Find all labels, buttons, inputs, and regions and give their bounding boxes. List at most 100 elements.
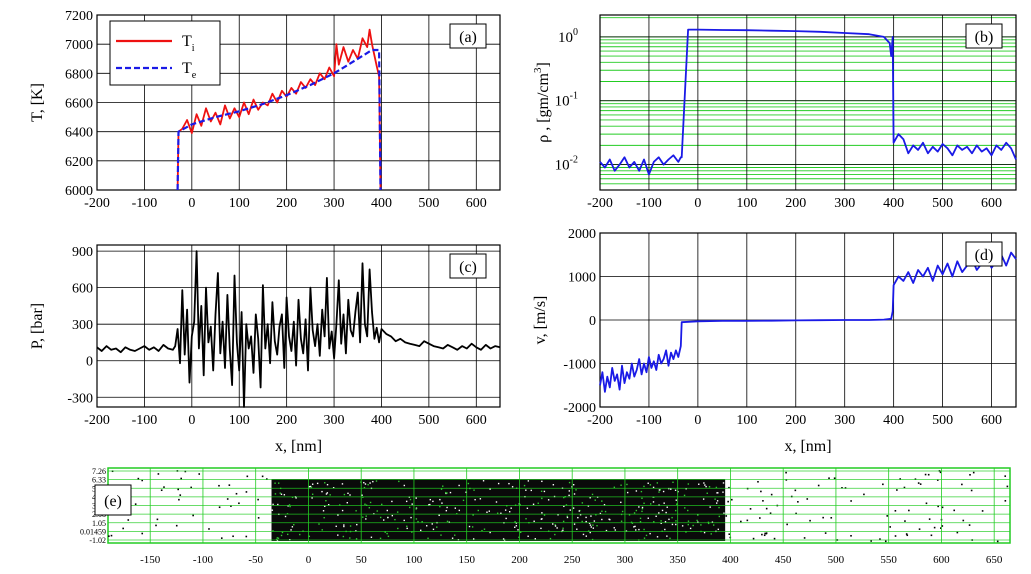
- slab-speck: [569, 509, 571, 511]
- slab-speck: [308, 485, 311, 488]
- atom-dots: [108, 470, 1009, 543]
- slab-speck: [670, 488, 672, 490]
- atom-dot: [863, 493, 865, 496]
- slab-speck: [488, 510, 490, 512]
- slab-speck: [562, 529, 564, 531]
- slab-speck: [532, 503, 535, 505]
- slab-speck: [497, 482, 500, 485]
- slab-speck: [502, 538, 505, 540]
- slab-speck: [601, 518, 603, 521]
- slab-speck: [705, 485, 707, 488]
- panel-label: (b): [975, 29, 994, 46]
- slab-speck: [500, 512, 502, 515]
- slab-speck: [274, 493, 277, 495]
- series-group: [599, 28, 1017, 176]
- atom-dot: [155, 524, 157, 527]
- slab-speck: [379, 516, 382, 519]
- slab-speck: [387, 535, 390, 538]
- slab-speck: [482, 480, 485, 482]
- atom-dot: [917, 482, 920, 484]
- atom-dot: [1004, 500, 1007, 502]
- atom-dot: [794, 489, 797, 492]
- x-tick-label: 400: [883, 196, 904, 211]
- snapshot-x-tick-label: 150: [458, 554, 475, 566]
- atom-dot: [850, 500, 852, 502]
- slab-speck: [573, 493, 576, 495]
- x-tick-label: 200: [785, 413, 806, 428]
- slab-speck: [508, 482, 510, 485]
- slab-speck: [541, 497, 543, 500]
- slab-speck: [557, 514, 559, 516]
- x-tick-label: 500: [932, 196, 953, 211]
- atom-dot: [141, 532, 144, 535]
- slab-speck: [568, 481, 571, 484]
- snapshot-x-tick-label: 450: [775, 554, 792, 566]
- slab-speck: [687, 483, 690, 485]
- atom-dot: [899, 478, 901, 480]
- x-tick-label: 600: [981, 413, 1002, 428]
- slab-speck: [666, 535, 668, 537]
- atom-dot: [725, 515, 728, 517]
- panel-d-velocity: -200 -100 0 100 200 300 400 500 600-2000-1000010…: [532, 227, 1017, 455]
- slab-speck: [534, 538, 537, 540]
- slab-speck: [645, 534, 648, 537]
- slab-speck: [698, 483, 700, 485]
- atom-dot: [981, 510, 984, 512]
- slab-speck: [585, 520, 587, 523]
- slab-speck: [321, 490, 323, 493]
- y-tick-label: 100: [558, 27, 578, 46]
- slab-speck: [387, 516, 389, 519]
- atom-dot: [996, 540, 999, 543]
- slab-speck: [630, 521, 633, 523]
- y-tick-label: 6800: [65, 67, 93, 82]
- slab-speck: [588, 522, 591, 524]
- atom-dot: [763, 534, 766, 537]
- slab-speck: [473, 489, 475, 491]
- slab-speck: [288, 504, 291, 506]
- slab-speck: [572, 484, 575, 486]
- slab-speck: [554, 533, 556, 536]
- slab-speck: [638, 506, 640, 508]
- atom-dot: [218, 506, 221, 509]
- panel-c-pressure: -200 -100 0 100 200 300 400 500 600 -300 0 300 600 90…: [29, 244, 501, 455]
- slab-speck: [411, 531, 413, 533]
- snapshot-x-tick-label: -50: [248, 554, 263, 566]
- slab-speck: [589, 497, 591, 499]
- slab-speck: [593, 520, 596, 522]
- series-line-0: [96, 250, 501, 408]
- slab-speck: [641, 497, 643, 499]
- panel-label: (d): [975, 247, 994, 264]
- atom-dot: [228, 484, 231, 486]
- atom-dot: [760, 490, 762, 493]
- slab-speck: [634, 525, 636, 528]
- x-tick-labels: -200 -100 0 100 200 300 400 500 600: [587, 413, 1002, 428]
- atom-dot: [762, 500, 764, 502]
- atom-dot: [824, 532, 827, 534]
- slab-speck: [643, 485, 645, 488]
- slab-speck: [635, 490, 638, 492]
- snapshot-y-tick-label: 6.33: [92, 476, 106, 485]
- snapshot-x-tick-label: 200: [511, 554, 528, 566]
- slab-speck: [664, 528, 666, 531]
- slab-speck: [658, 489, 661, 491]
- atom-dot: [257, 498, 259, 501]
- atom-dot: [230, 505, 232, 507]
- slab-speck: [364, 503, 366, 505]
- atom-dot: [740, 520, 742, 523]
- slab-speck: [568, 494, 570, 497]
- x-tick-label: -100: [132, 196, 158, 211]
- slab-speck: [526, 507, 529, 509]
- snapshot-x-tick-label: 500: [828, 554, 845, 566]
- slab-speck: [591, 538, 594, 541]
- slab-speck: [643, 537, 646, 539]
- slab-speck: [486, 511, 488, 513]
- x-tick-label: 300: [834, 413, 855, 428]
- atom-dot: [156, 518, 159, 521]
- slab-speck: [444, 491, 447, 494]
- snapshot-y-tick-label: -1.02: [89, 536, 106, 545]
- slab-speck: [368, 507, 371, 509]
- slab-speck: [442, 485, 444, 487]
- slab-speck: [396, 511, 399, 513]
- y-tick-label: 7000: [65, 38, 93, 53]
- x-tick-labels: -200 -100 0 100 200 300 400 500 600: [84, 196, 487, 211]
